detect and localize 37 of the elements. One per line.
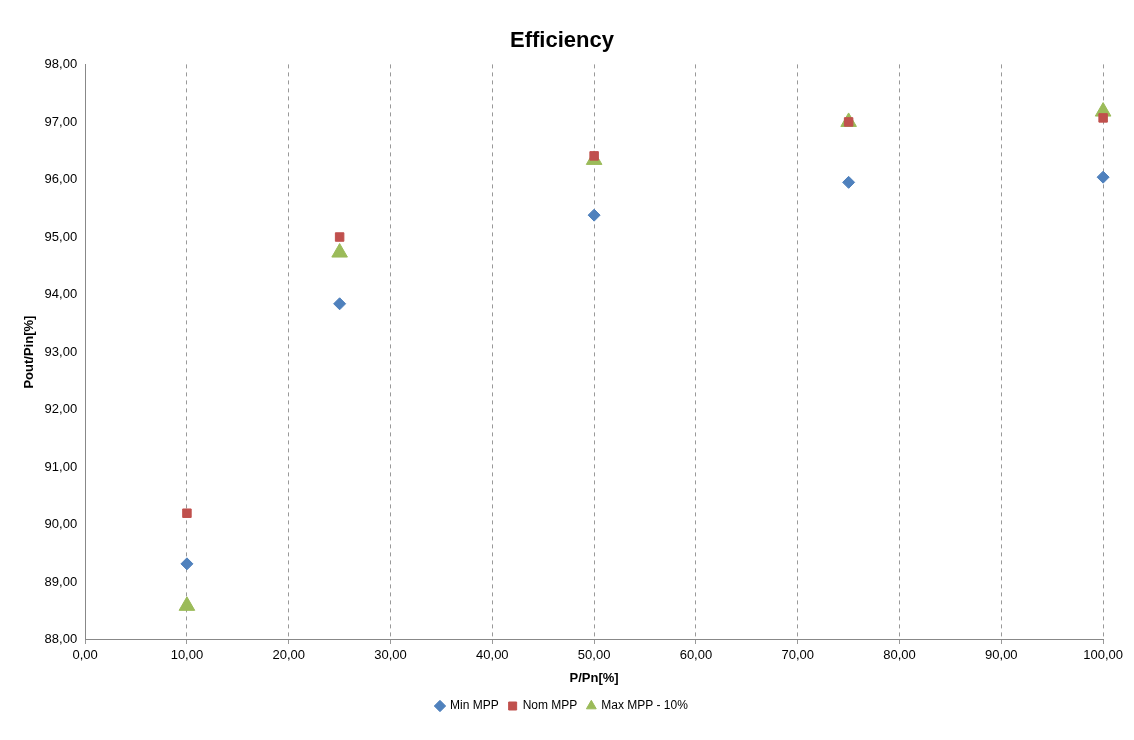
x-tick-label: 30,00 xyxy=(374,647,407,663)
x-tick-label: 20,00 xyxy=(272,647,305,663)
x-tick-label: 80,00 xyxy=(883,647,916,663)
y-tick-label: 88,00 xyxy=(44,631,78,647)
x-tick-label: 0,00 xyxy=(72,647,98,663)
y-tick-label: 97,00 xyxy=(44,113,78,129)
point xyxy=(587,208,601,222)
x-tick-label: 10,00 xyxy=(170,647,204,663)
point xyxy=(331,243,348,258)
x-tick-label: 50,00 xyxy=(577,647,611,663)
x-tick-label: 70,00 xyxy=(781,647,814,663)
point xyxy=(842,175,856,189)
y-tick-label: 91,00 xyxy=(44,458,78,474)
point xyxy=(180,557,194,571)
y-tick-label: 96,00 xyxy=(44,171,78,187)
x-tick-label: 40,00 xyxy=(476,647,509,663)
point xyxy=(1098,113,1108,123)
x-tick-label: 90,00 xyxy=(985,647,1018,663)
legend-label: Max MPP - 10% xyxy=(601,698,689,713)
y-tick-label: 89,00 xyxy=(44,573,78,589)
x-axis-title: P/Pn[%] xyxy=(569,669,619,685)
y-tick-label: 98,00 xyxy=(44,55,78,71)
point xyxy=(334,232,345,242)
x-tick-label: 100,00 xyxy=(1083,647,1123,663)
y-axis-title: Pout/Pin[%] xyxy=(21,315,37,389)
point xyxy=(182,508,192,518)
chart-title: Efficiency xyxy=(510,27,615,53)
point xyxy=(1096,170,1110,184)
y-tick-label: 90,00 xyxy=(44,516,78,532)
y-tick-label: 94,00 xyxy=(44,286,78,302)
legend-label: Min MPP xyxy=(449,698,499,713)
y-tick-label: 92,00 xyxy=(44,401,78,417)
legend-label: Nom MPP xyxy=(522,698,578,713)
y-tick-label: 93,00 xyxy=(44,343,78,359)
x-tick-label: 60,00 xyxy=(679,647,713,663)
y-tick-label: 95,00 xyxy=(44,228,78,244)
point xyxy=(333,297,347,311)
